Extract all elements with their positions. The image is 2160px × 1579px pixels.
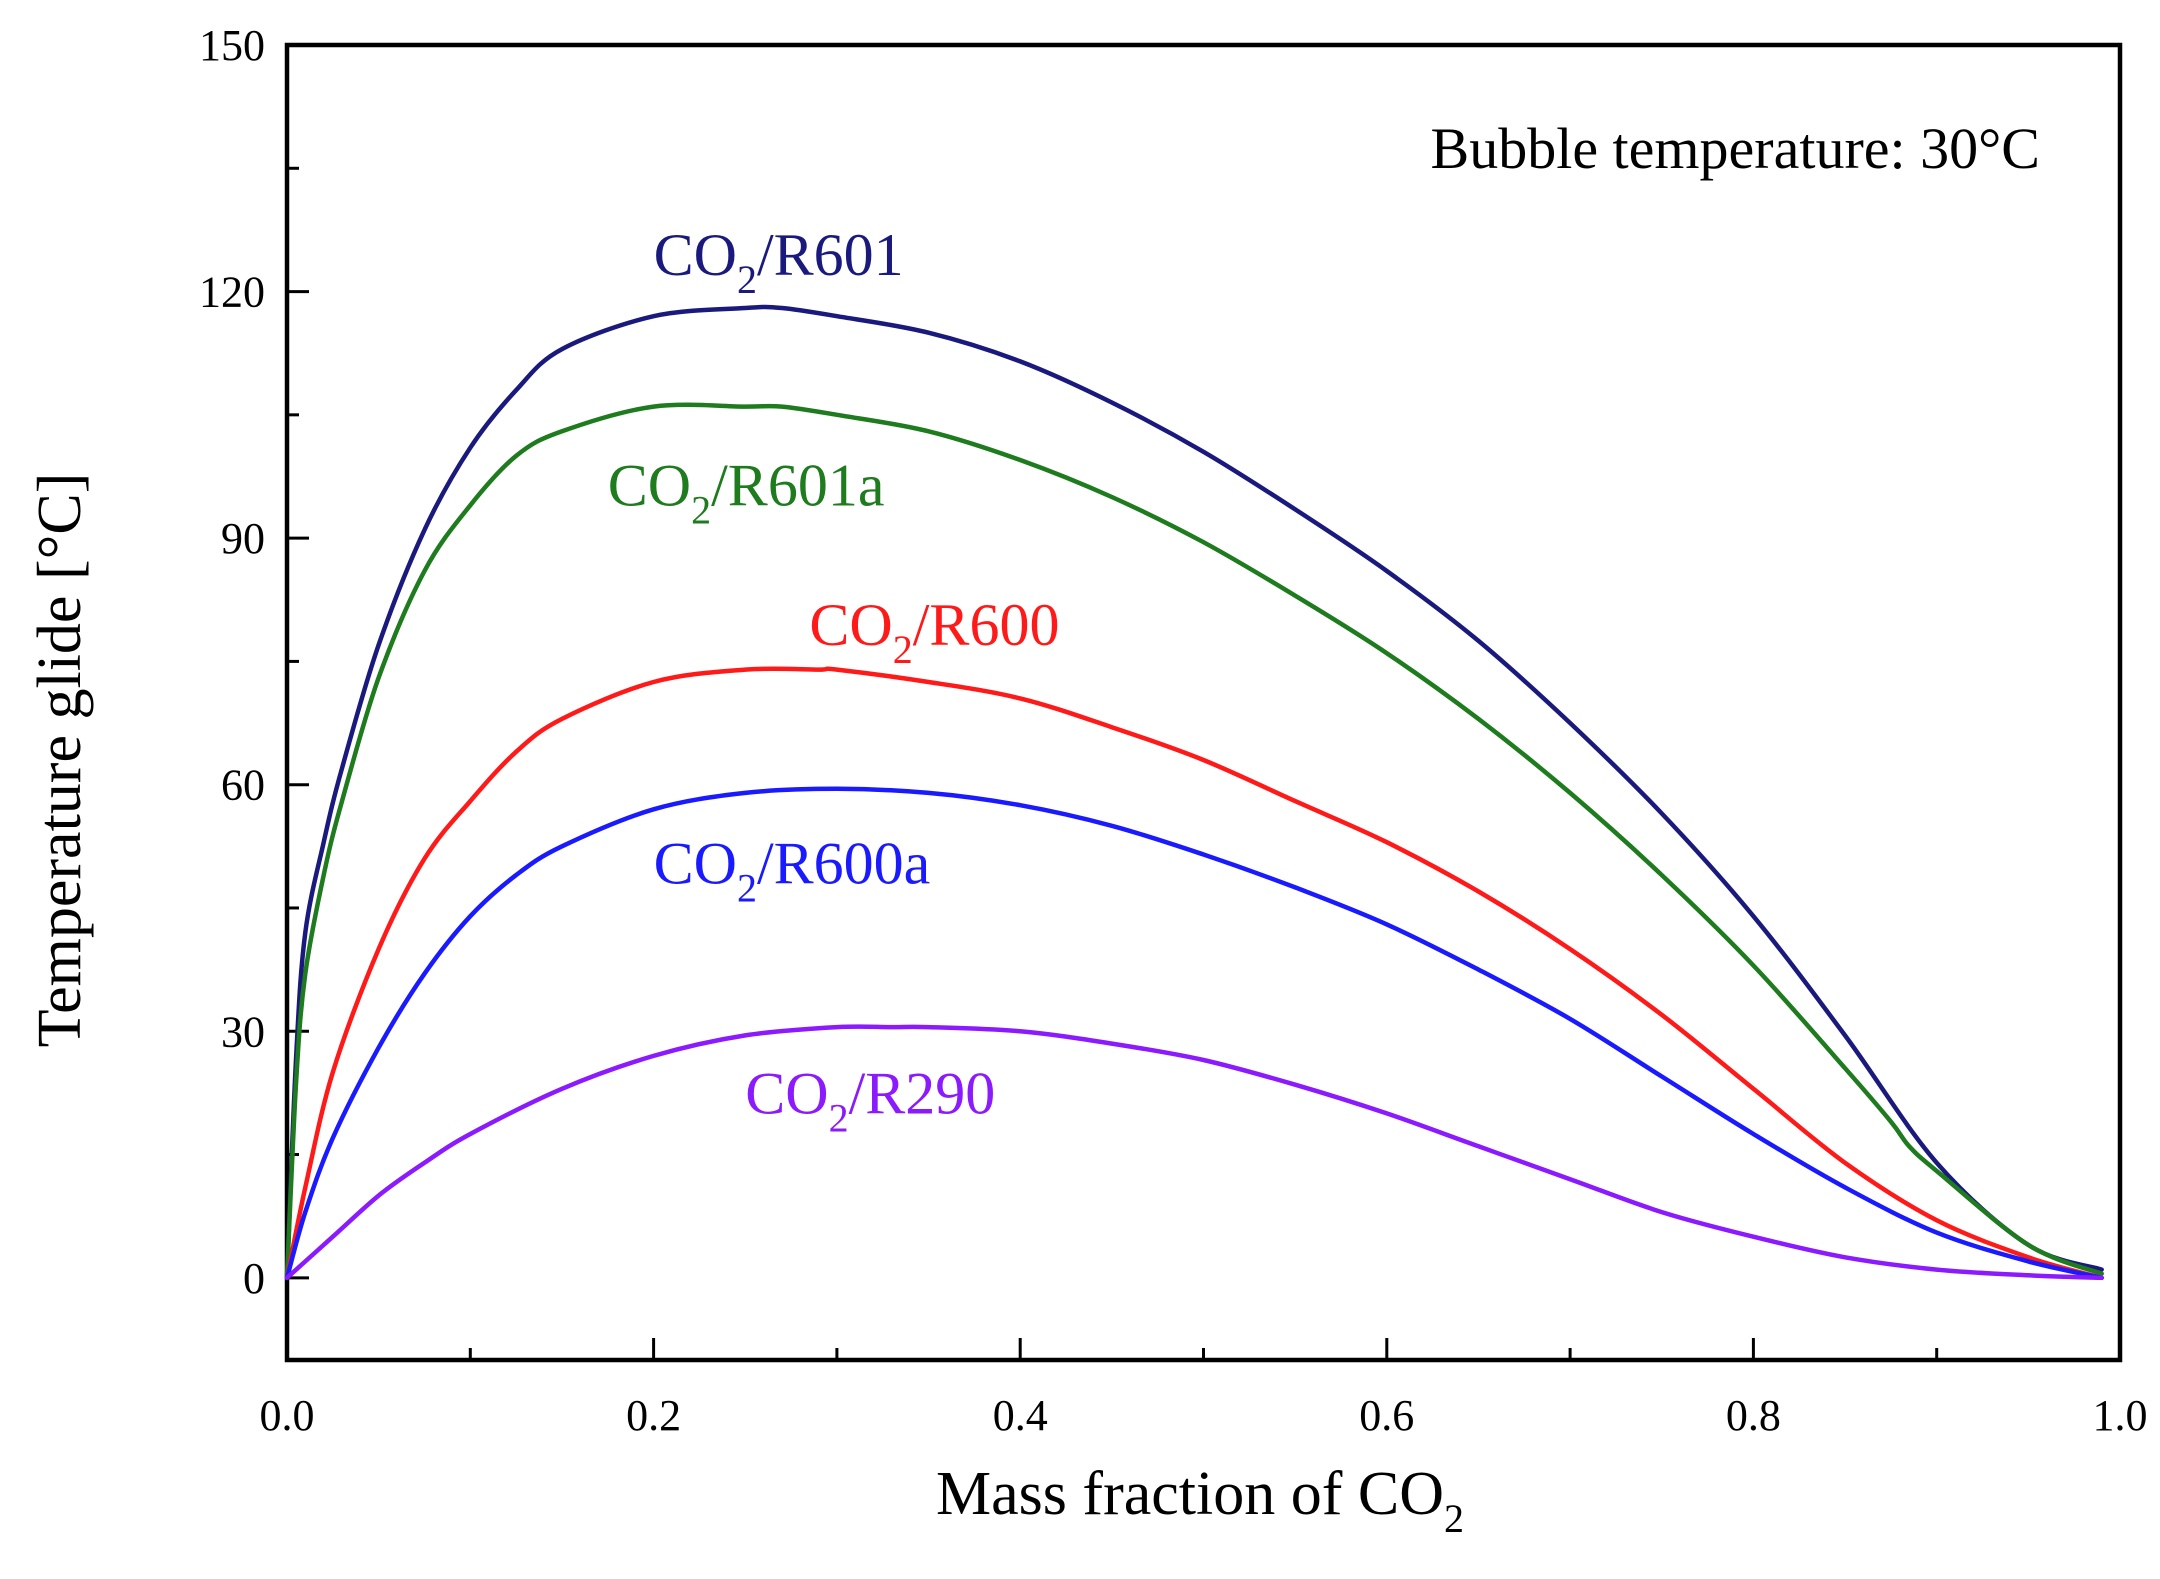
x-tick-label: 0.2 [626, 1391, 681, 1440]
series-label-rest: /R601 [757, 222, 904, 288]
x-tick-label: 0.6 [1359, 1391, 1414, 1440]
series-line-co2-r601 [284, 304, 2104, 1281]
series-label-main: CO [654, 222, 737, 288]
series-label-rest: /R600 [913, 592, 1060, 658]
series-lines [284, 304, 2104, 1281]
y-tick-label: 60 [221, 761, 265, 810]
x-axis-title-sub: 2 [1444, 1496, 1464, 1541]
series-label-rest: /R600a [757, 830, 930, 896]
series-label-main: CO [654, 830, 737, 896]
series-label-rest: /R290 [849, 1060, 996, 1126]
series-label-co2-r290: CO2/R290 [745, 1060, 995, 1140]
series-labels: CO2/R601CO2/R601aCO2/R600CO2/R600aCO2/R2… [608, 222, 1060, 1140]
y-tick-label: 30 [221, 1007, 265, 1056]
series-line-co2-r601a [284, 402, 2104, 1281]
series-line-co2-r600 [284, 666, 2104, 1281]
annotation-bubble-temperature: Bubble temperature: 30°C [1431, 116, 2040, 181]
x-tick-label: 0.8 [1726, 1391, 1781, 1440]
axis-ticks: 0.0 0.2 0.4 0.6 0.8 1.0 0 30 60 90 120 150 [199, 21, 2148, 1440]
series-label-sub: 2 [737, 865, 757, 910]
x-tick-label: 0.0 [260, 1391, 315, 1440]
y-tick-label: 120 [199, 268, 265, 317]
series-label-sub: 2 [737, 257, 757, 302]
x-axis-title-main: Mass fraction of CO [936, 1460, 1444, 1528]
series-label-co2-r601a: CO2/R601a [608, 452, 885, 532]
series-label-sub: 2 [829, 1095, 849, 1140]
series-label-main: CO [745, 1060, 828, 1126]
series-label-sub: 2 [893, 627, 913, 672]
y-axis-title: Temperature glide [°C] [26, 473, 94, 1048]
series-label-rest: /R601a [711, 452, 884, 518]
series-label-main: CO [608, 452, 691, 518]
y-tick-label: 0 [243, 1254, 265, 1303]
series-label-co2-r600a: CO2/R600a [654, 830, 931, 910]
x-tick-label: 0.4 [993, 1391, 1048, 1440]
series-label-co2-r600: CO2/R600 [809, 592, 1059, 672]
series-label-co2-r601: CO2/R601 [654, 222, 904, 302]
y-tick-label: 150 [199, 21, 265, 70]
series-line-co2-r290 [284, 1024, 2104, 1281]
series-line-co2-r600a [284, 786, 2104, 1281]
y-tick-label: 90 [221, 514, 265, 563]
series-label-sub: 2 [691, 487, 711, 532]
series-label-main: CO [809, 592, 892, 658]
x-tick-label: 1.0 [2093, 1391, 2148, 1440]
x-axis-title: Mass fraction of CO2 [936, 1460, 1464, 1541]
